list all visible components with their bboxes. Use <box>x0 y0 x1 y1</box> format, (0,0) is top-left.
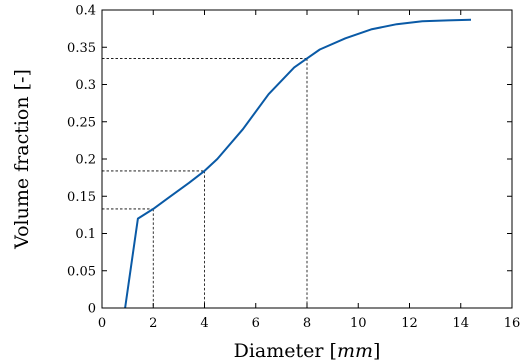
x-tick-label: 14 <box>452 316 469 331</box>
x-axis-label-text: Diameter <box>234 340 325 362</box>
x-axis-label: Diameter [mm] <box>234 340 381 362</box>
x-axis-label-open-bracket: [ <box>330 340 337 362</box>
y-tick-label: 0.1 <box>75 227 96 242</box>
x-axis-ticks: 0 2 4 6 8 10 12 14 16 <box>98 10 520 331</box>
y-tick-label: 0.35 <box>67 41 96 56</box>
y-tick-label: 0.25 <box>67 115 96 130</box>
x-tick-label: 8 <box>303 316 311 331</box>
y-tick-label: 0.05 <box>67 264 96 279</box>
y-axis-ticks: 0 0.05 0.1 0.15 0.2 0.25 0.3 0.35 0.4 <box>67 4 512 317</box>
x-tick-label: 2 <box>149 316 157 331</box>
y-tick-label: 0.3 <box>75 78 96 93</box>
y-axis-label: Volume fraction [-] <box>11 69 33 250</box>
y-tick-label: 0.2 <box>75 153 96 168</box>
x-tick-label: 10 <box>350 316 367 331</box>
y-tick-label: 0.4 <box>75 4 96 19</box>
y-tick-label: 0.15 <box>67 190 96 205</box>
x-tick-label: 12 <box>401 316 418 331</box>
series-line <box>124 18 472 309</box>
x-axis-label-close-bracket: ] <box>373 340 380 362</box>
x-tick-label: 0 <box>98 316 106 331</box>
reference-lines <box>102 58 308 308</box>
series-group <box>124 18 472 309</box>
x-axis-label-unit: mm <box>337 340 373 362</box>
y-tick-label: 0 <box>88 302 96 317</box>
x-tick-label: 4 <box>200 316 208 331</box>
x-tick-label: 16 <box>504 316 521 331</box>
x-tick-label: 6 <box>252 316 260 331</box>
